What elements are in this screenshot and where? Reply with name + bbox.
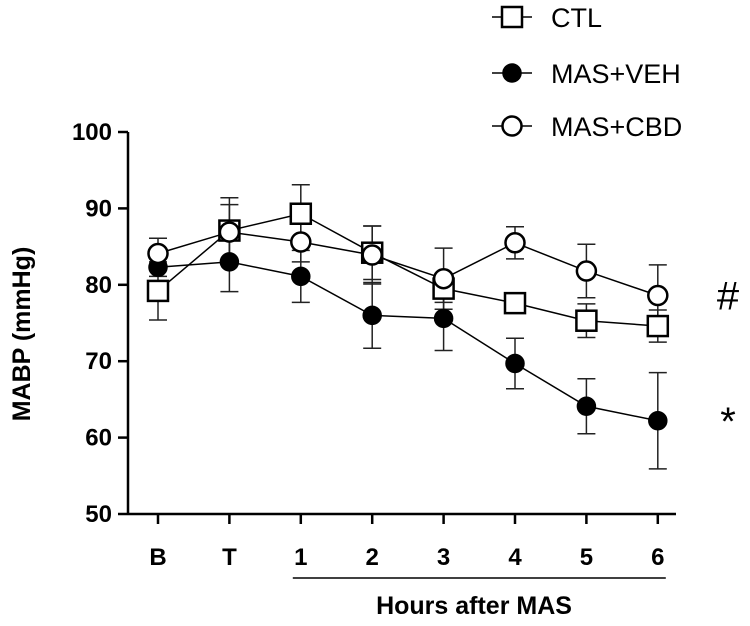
y-tick-label: 60: [85, 425, 112, 452]
x-tick-label: 6: [651, 544, 664, 571]
data-point-mas-cbd: [504, 232, 526, 254]
legend-label: MAS+VEH: [551, 59, 681, 89]
y-tick-label: 80: [85, 272, 112, 299]
data-point-mas-veh: [505, 353, 525, 374]
significance-hash: #: [717, 274, 740, 318]
legend-label: MAS+CBD: [551, 112, 682, 142]
data-point-mas-cbd: [218, 221, 241, 243]
y-axis-title: MABP (mmHg): [8, 247, 36, 422]
data-point-mas-cbd: [361, 244, 383, 266]
y-tick-label: 100: [72, 119, 112, 146]
legend: CTL MAS+VEH MAS+CBD: [492, 3, 682, 142]
data-point-mas-cbd: [575, 260, 598, 282]
axes: 50 60 70 80 90 100 B T 1 2 3 4 5 6: [72, 119, 676, 579]
x-tick-label: 2: [366, 544, 379, 571]
legend-marker: [501, 115, 523, 137]
data-point-ctl: [146, 279, 170, 303]
data-point-mas-veh: [219, 252, 240, 272]
y-tick-label: 90: [85, 195, 112, 222]
data-point-mas-veh: [291, 266, 311, 287]
series-line-mas-veh: [157, 261, 658, 422]
data-point-mas-veh: [362, 305, 382, 326]
y-tick-label: 70: [85, 348, 112, 375]
data-point-ctl: [575, 309, 598, 332]
data-point-mas-veh: [648, 411, 668, 431]
x-axis-title: Hours after MAS: [376, 592, 572, 620]
x-tick-label: 3: [437, 544, 450, 571]
data-point-mas-cbd: [647, 284, 669, 307]
legend-marker: [500, 5, 524, 29]
legend-marker: [502, 63, 522, 83]
data-point-mas-cbd: [290, 231, 312, 253]
series-line-ctl: [157, 212, 658, 327]
x-tick-label: 4: [508, 544, 522, 571]
data-point-ctl: [646, 314, 670, 338]
data-point-ctl: [289, 202, 313, 225]
y-tick-label: 50: [85, 501, 112, 528]
data-point-ctl: [503, 291, 527, 315]
data-point-mas-veh: [576, 396, 597, 417]
data-point-mas-cbd: [432, 267, 455, 290]
x-tick-label: T: [222, 544, 237, 571]
data-point-mas-cbd: [147, 242, 169, 265]
significance-star: *: [720, 400, 736, 444]
data-point-mas-veh: [433, 308, 454, 329]
x-tick-label: B: [149, 544, 166, 571]
plot-area: #*: [146, 183, 740, 470]
x-tick-label: 5: [580, 544, 593, 571]
legend-label: CTL: [551, 3, 602, 33]
series-line-mas-cbd: [157, 231, 659, 297]
x-tick-label: 1: [294, 544, 307, 571]
